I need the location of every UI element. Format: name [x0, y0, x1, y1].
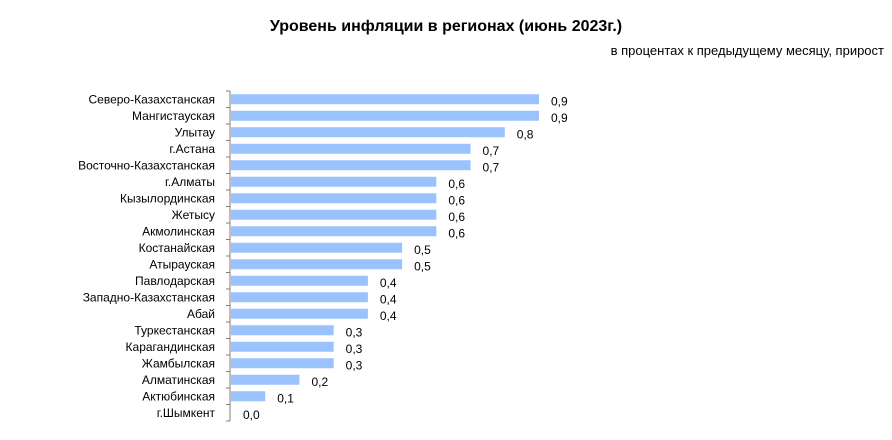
- value-label: 0,0: [243, 408, 260, 422]
- category-label: г.Шымкент: [157, 406, 216, 420]
- bar: [231, 160, 471, 171]
- value-label: 0,3: [346, 358, 363, 372]
- category-label: г.Алматы: [165, 175, 215, 189]
- category-label: Акмолинская: [142, 224, 215, 238]
- chart-title: Уровень инфляции в регионах (июнь 2023г.…: [269, 18, 623, 35]
- category-label: Улытау: [175, 125, 215, 139]
- bar: [231, 242, 403, 253]
- bar: [231, 275, 368, 286]
- bar: [231, 391, 266, 402]
- category-label: Павлодарская: [135, 274, 215, 288]
- value-label: 0,9: [551, 94, 568, 108]
- category-label: Кызылординская: [120, 191, 215, 205]
- chart-subtitle: в процентах к предыдущему месяцу, прирос…: [610, 43, 884, 58]
- bar: [231, 308, 368, 319]
- category-label: Атырауская: [149, 257, 215, 271]
- bar: [231, 209, 437, 220]
- category-label: Абай: [187, 307, 215, 321]
- value-label: 0,6: [448, 210, 465, 224]
- value-label: 0,9: [551, 111, 568, 125]
- category-label: Жетысу: [172, 208, 215, 222]
- bar: [231, 110, 539, 121]
- category-label: Мангистауская: [132, 109, 215, 123]
- value-label: 0,1: [277, 391, 294, 405]
- value-label: 0,7: [483, 160, 500, 174]
- category-label: Алматинская: [142, 373, 215, 387]
- bar: [231, 193, 437, 204]
- bar: [231, 94, 539, 105]
- value-label: 0,2: [311, 375, 328, 389]
- value-label: 0,6: [448, 226, 465, 240]
- bar: [231, 143, 471, 154]
- bar: [231, 358, 334, 369]
- category-label: Восточно-Казахстанская: [78, 158, 215, 172]
- category-label: Актюбинская: [142, 389, 215, 403]
- value-label: 0,7: [483, 144, 500, 158]
- bar: [231, 176, 437, 187]
- value-label: 0,4: [380, 276, 397, 290]
- category-label: Костанайская: [139, 241, 215, 255]
- bar: [231, 292, 368, 303]
- bar: [231, 127, 505, 138]
- value-label: 0,6: [448, 193, 465, 207]
- value-label: 0,6: [448, 177, 465, 191]
- bar: [231, 226, 437, 237]
- category-label: г.Астана: [169, 142, 215, 156]
- value-label: 0,3: [346, 325, 363, 339]
- bar: [231, 341, 334, 352]
- category-label: Северо-Казахстанская: [88, 92, 215, 106]
- value-label: 0,8: [517, 127, 534, 141]
- value-label: 0,3: [346, 342, 363, 356]
- value-label: 0,4: [380, 309, 397, 323]
- value-label: 0,4: [380, 292, 397, 306]
- category-label: Жамбылская: [142, 356, 215, 370]
- category-label: Карагандинская: [126, 340, 215, 354]
- category-label: Западно-Казахстанская: [83, 290, 215, 304]
- bar: [231, 325, 334, 336]
- bar: [231, 259, 403, 270]
- bar: [231, 374, 300, 385]
- value-label: 0,5: [414, 259, 431, 273]
- category-label: Туркестанская: [134, 323, 215, 337]
- value-label: 0,5: [414, 243, 431, 257]
